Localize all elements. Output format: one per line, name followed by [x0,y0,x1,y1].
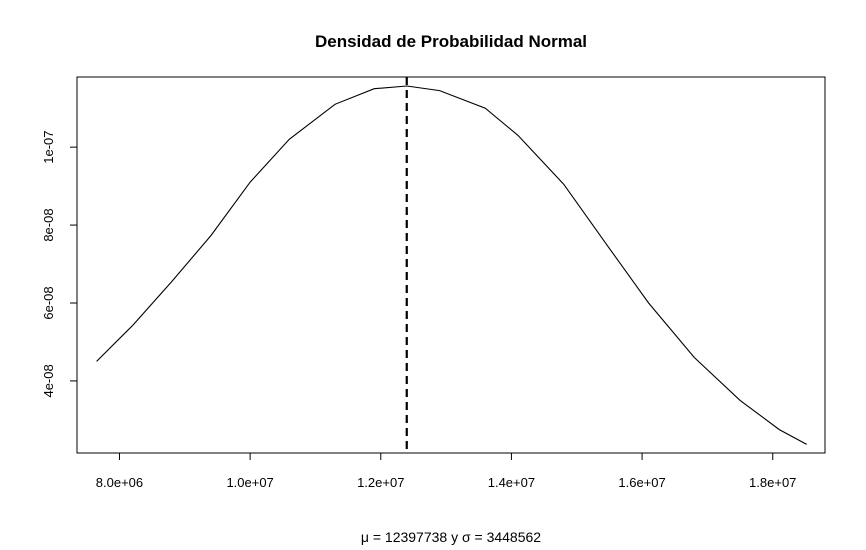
chart-subtitle: μ = 12397738 y σ = 3448562 [361,529,541,545]
y-tick-label: 4e-08 [41,364,56,397]
y-tick-label: 1e-07 [41,131,56,164]
y-tick-label: 6e-08 [41,286,56,319]
x-tick-label: 1.2e+07 [357,475,404,490]
plot-frame [76,76,826,454]
x-tick-label: 1.6e+07 [618,475,665,490]
x-tick-label: 1.8e+07 [749,475,796,490]
x-axis: 8.0e+06 1.0e+07 1.2e+07 1.4e+07 1.6e+07 1.8e+… [96,452,796,490]
chart-title: Densidad de Probabilidad Normal [315,32,587,51]
y-axis: 4e-08 6e-08 8e-08 1e-07 [41,131,78,398]
x-tick-label: 1.0e+07 [226,475,273,490]
x-tick-label: 8.0e+06 [96,475,143,490]
y-tick-label: 8e-08 [41,208,56,241]
density-curve [96,85,807,445]
x-tick-label: 1.4e+07 [488,475,535,490]
